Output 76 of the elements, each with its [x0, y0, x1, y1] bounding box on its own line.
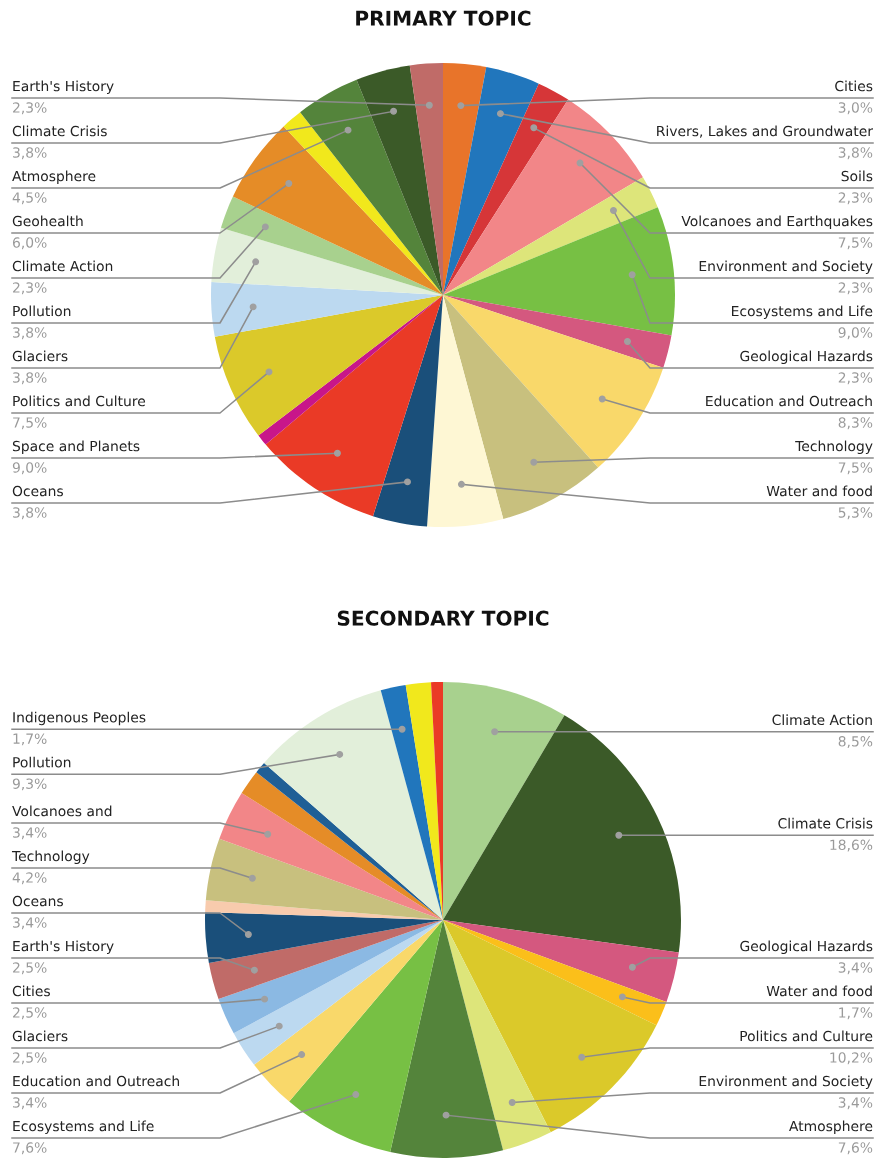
chart-title: PRIMARY TOPIC [356, 10, 531, 26]
slice-label: Cities [835, 80, 873, 92]
slice-label: Environment and Society [699, 260, 873, 274]
slice-label: Climate Crisis [12, 125, 107, 137]
data-label: 2,5% [13, 1052, 47, 1065]
slice-label: Climate Crisis [778, 817, 873, 829]
slice-label: Ecosystems and Life [13, 1120, 154, 1134]
slice-label: Atmosphere [12, 170, 96, 184]
data-label: 3,8% [13, 507, 47, 520]
data-label: 3,4% [13, 917, 47, 930]
data-label: 2,3% [13, 282, 47, 295]
data-label: 2,5% [13, 962, 47, 975]
slice-label: Water and food [766, 985, 872, 997]
data-label: 4,5% [12, 192, 47, 205]
slice-label: Glaciers [12, 350, 68, 362]
data-label: 9,3% [12, 778, 47, 791]
data-label: 7,6% [13, 1142, 47, 1155]
data-label: 3,8% [13, 327, 47, 340]
slice-label: Politics and Culture [740, 1030, 873, 1042]
slice-label: Volcanoes and Earthquakes [681, 215, 873, 229]
slice-label: Geological Hazards [740, 940, 873, 954]
data-label: 8,3% [838, 417, 873, 430]
slice-label: Rivers, Lakes and Groundwater [657, 125, 873, 138]
data-label: 3,4% [838, 1097, 873, 1110]
data-label: 3,4% [13, 827, 47, 840]
data-label: 7,5% [838, 462, 873, 475]
data-label: 9,0% [838, 327, 873, 340]
chart-title: SECONDARY TOPIC [337, 610, 549, 626]
slice-label: Technology [11, 850, 90, 864]
slice-label: Climate Action [772, 714, 872, 726]
data-label: 8,5% [838, 736, 873, 748]
slice-label: Oceans [12, 895, 63, 907]
data-label: 7,5% [838, 237, 873, 250]
slice-label: Water and food [766, 485, 872, 497]
slice-label: Space and Planets [12, 440, 140, 454]
data-label: 3,4% [838, 962, 873, 975]
data-label: 7,6% [838, 1142, 873, 1155]
slice-label: Geohealth [12, 215, 83, 227]
slice-label: Geological Hazards [740, 350, 873, 364]
data-label: 3,8% [838, 147, 873, 160]
slice-label: Politics and Culture [13, 395, 146, 407]
data-label: 3,8% [13, 372, 47, 385]
slice-label: Indigenous Peoples [13, 711, 146, 726]
slice-label: Glaciers [12, 1030, 68, 1042]
data-label: 3,8% [13, 147, 47, 160]
slice-label: Atmosphere [789, 1120, 873, 1134]
data-label: 4,2% [12, 872, 47, 885]
data-label: 2,5% [13, 1007, 47, 1020]
slice-label: Technology [795, 440, 873, 454]
data-label: 3,0% [838, 102, 873, 115]
data-label: 2,3% [838, 192, 873, 205]
data-label: 10,2% [830, 1052, 873, 1065]
slice-label: Earth's History [13, 940, 114, 954]
slice-label: Education and Outreach [13, 1075, 179, 1087]
slice-label: Soils [841, 170, 873, 182]
slice-label: Climate Action [12, 260, 113, 272]
data-label: 6,0% [12, 237, 47, 250]
slice-label: Earth's History [13, 80, 114, 94]
slice-label: Cities [12, 985, 50, 997]
data-label: 5,3% [838, 507, 873, 520]
data-label: 2,3% [838, 282, 873, 295]
data-label: 1,7% [13, 733, 47, 746]
data-label: 3,4% [13, 1097, 47, 1110]
slice-label: Ecosystems and Life [732, 305, 873, 319]
slice-label: Education and Outreach [706, 395, 872, 407]
data-label: 2,3% [838, 372, 873, 385]
slice-label: Volcanoes and [12, 805, 112, 817]
data-label: 18,6% [830, 839, 873, 852]
slice-label: Oceans [12, 485, 63, 497]
data-label: 2,3% [13, 102, 47, 115]
data-label: 1,7% [839, 1007, 873, 1020]
slice-label: Pollution [13, 305, 71, 317]
data-label: 7,5% [13, 417, 47, 430]
slice-label: Environment and Society [699, 1075, 873, 1089]
slice-label: Pollution [13, 756, 71, 768]
data-label: 9,0% [12, 462, 47, 475]
